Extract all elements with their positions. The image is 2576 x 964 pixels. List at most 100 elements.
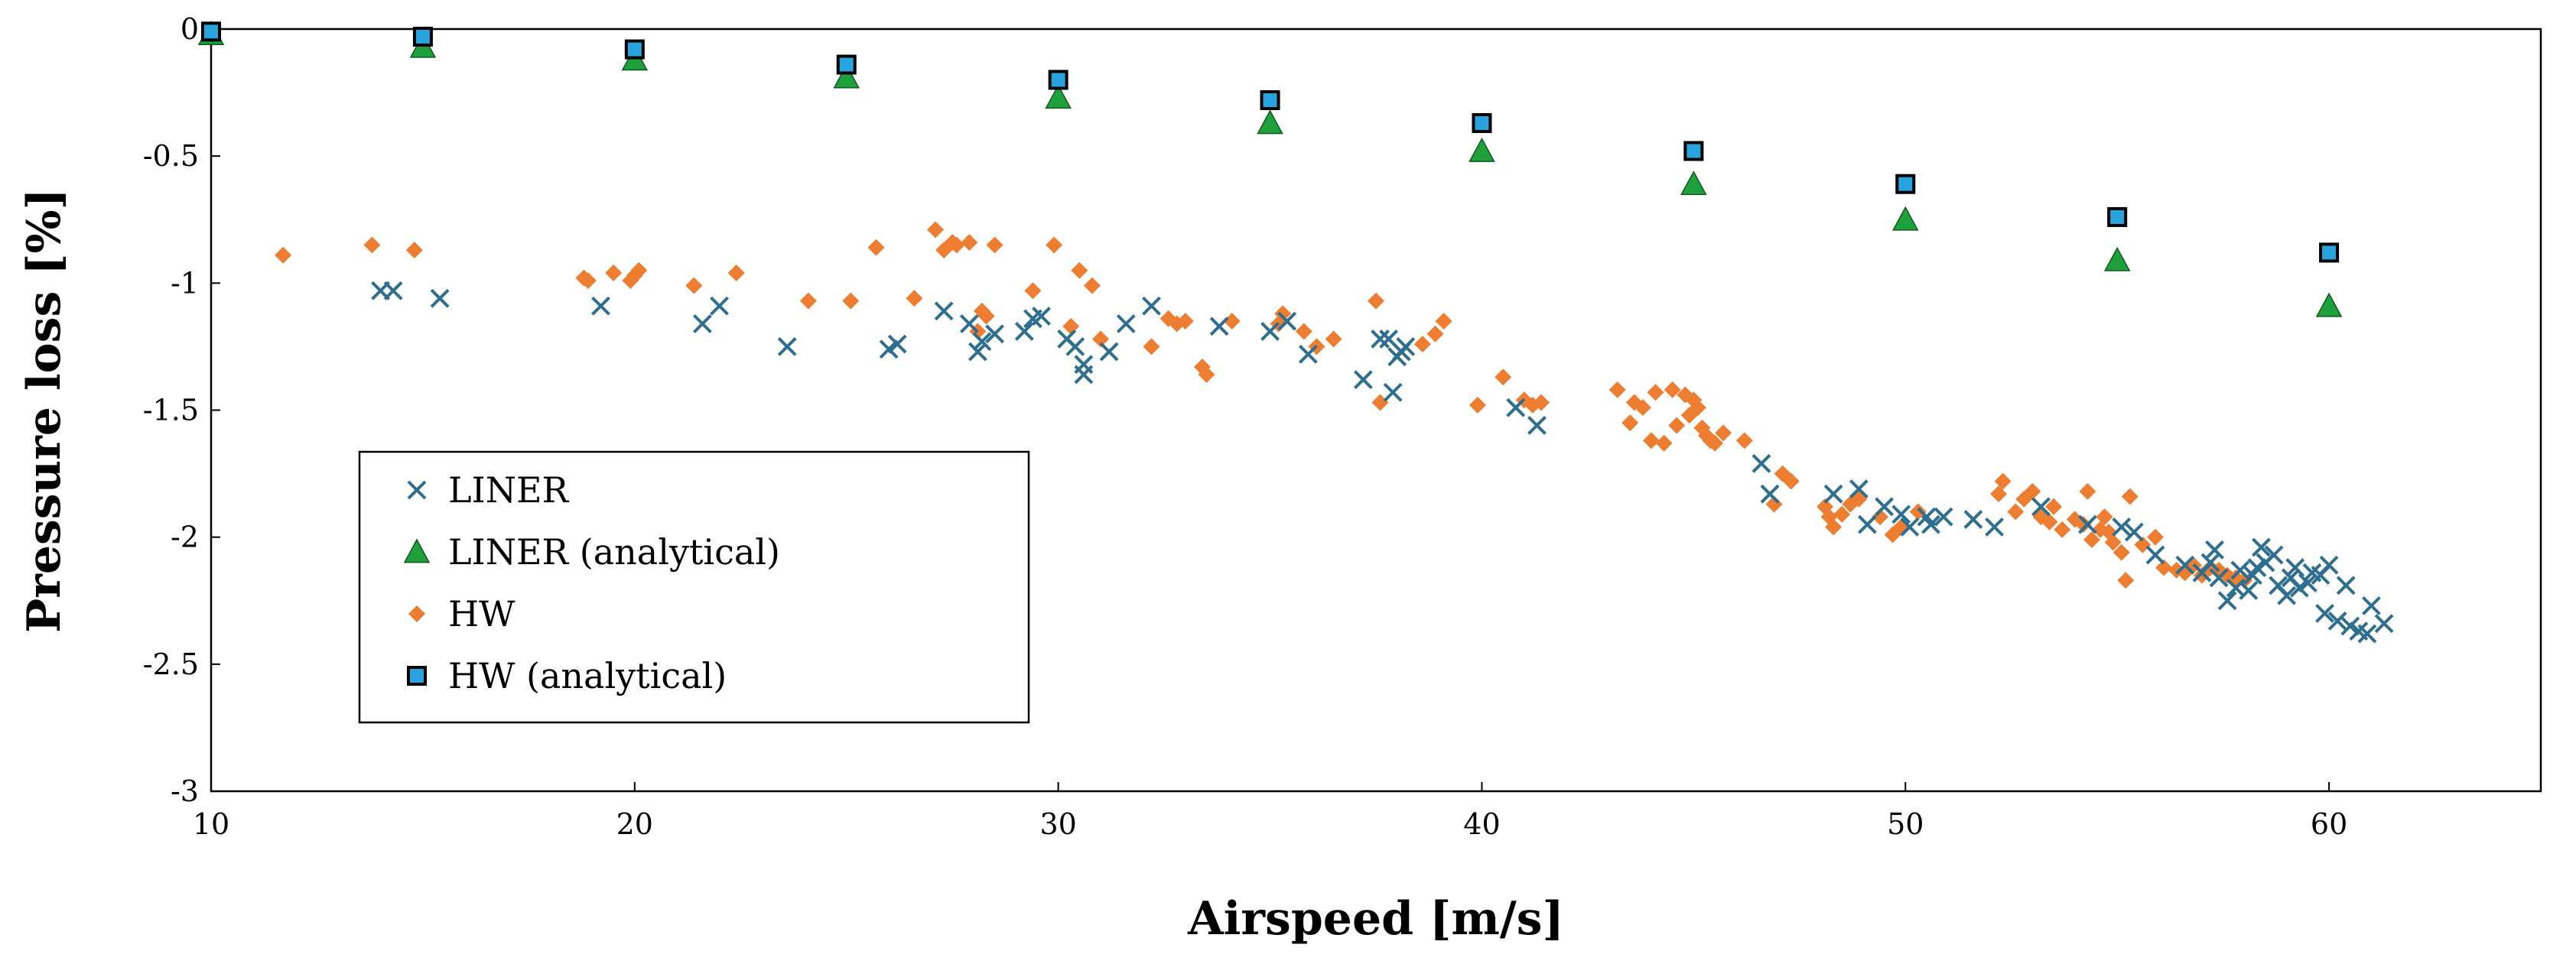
data-point — [1900, 517, 1920, 537]
data-point — [2205, 540, 2224, 560]
data-point — [2107, 206, 2128, 227]
data-point — [948, 236, 965, 254]
y-tick-label: -3 — [171, 774, 199, 808]
data-point — [2289, 578, 2309, 598]
data-point — [1413, 336, 1431, 353]
data-point — [2175, 555, 2195, 575]
legend-label: LINER (analytical) — [448, 531, 780, 573]
data-point — [1099, 342, 1119, 362]
data-point — [1142, 296, 1161, 316]
data-point — [2104, 534, 2122, 551]
x-tick-label: 10 — [193, 807, 229, 841]
data-point — [1371, 394, 1389, 411]
data-point — [1833, 505, 1851, 523]
data-point — [2217, 591, 2237, 611]
data-point — [430, 288, 450, 308]
data-point — [1892, 206, 1919, 231]
data-point — [630, 261, 648, 279]
data-point — [1608, 381, 1626, 398]
data-point — [985, 324, 1004, 344]
data-point — [2145, 545, 2165, 565]
data-point — [2103, 246, 2131, 271]
legend: LINER LINER (analytical) HW HW (analytical) — [358, 450, 1030, 724]
data-point — [1092, 330, 1110, 348]
data-point — [1655, 434, 1673, 452]
data-point — [2200, 553, 2220, 573]
data-point — [959, 314, 979, 333]
legend-marker — [407, 666, 427, 686]
legend-label: LINER — [448, 469, 570, 511]
data-point — [1495, 368, 1512, 386]
data-point — [927, 221, 945, 239]
data-point — [1260, 90, 1280, 111]
series-hw — [275, 221, 2253, 589]
data-point — [685, 277, 703, 294]
data-point — [1715, 424, 1732, 442]
x-tick-label: 60 — [2311, 807, 2347, 841]
data-point — [1176, 313, 1194, 330]
series-hw-analytical — [201, 21, 2340, 263]
data-point — [1689, 399, 1706, 417]
x-tick-label: 30 — [1039, 807, 1076, 841]
data-point — [961, 234, 978, 252]
data-point — [1048, 70, 1068, 90]
x-axis-ticks: 10 20 30 40 50 60 — [193, 782, 2347, 841]
data-point — [2124, 522, 2144, 542]
data-point — [383, 281, 403, 300]
data-point — [1621, 414, 1639, 432]
data-point — [1990, 485, 2008, 503]
data-point — [693, 314, 712, 333]
data-point — [2340, 616, 2360, 636]
data-point — [1751, 453, 1771, 473]
data-point — [1963, 509, 1983, 529]
data-point — [2096, 508, 2113, 526]
data-point — [1765, 495, 1783, 513]
data-point — [1024, 282, 1042, 300]
data-point — [1353, 370, 1373, 390]
legend-label: HW — [448, 593, 516, 635]
data-point — [1116, 314, 1136, 333]
y-tick-label: -1.5 — [143, 394, 199, 427]
data-point — [1634, 399, 1651, 417]
data-point — [1368, 292, 1384, 310]
data-point — [1074, 355, 1094, 375]
data-point — [1706, 434, 1724, 452]
data-point — [1257, 109, 1283, 135]
data-point — [2277, 586, 2297, 605]
data-point — [1735, 432, 1753, 450]
data-point — [2252, 537, 2271, 557]
data-point — [2357, 624, 2377, 644]
data-point — [968, 342, 987, 362]
legend-marker — [403, 538, 431, 563]
data-point — [624, 39, 645, 60]
data-point — [1909, 503, 1927, 521]
data-point — [2336, 576, 2356, 596]
x-tick-label: 50 — [1887, 807, 1924, 841]
data-point — [1527, 416, 1547, 435]
x-tick-label: 20 — [616, 807, 653, 841]
data-point — [1046, 236, 1063, 254]
data-point — [2079, 482, 2096, 500]
data-point — [2374, 614, 2394, 634]
data-point — [2045, 498, 2063, 515]
data-point — [2319, 555, 2339, 575]
y-axis-title: Pressure loss [%] — [18, 188, 71, 633]
data-point — [2083, 531, 2100, 548]
data-point — [2230, 560, 2250, 580]
data-point — [2112, 517, 2132, 537]
data-point — [2074, 516, 2092, 534]
legend-marker — [408, 605, 425, 622]
data-point — [605, 265, 623, 282]
data-point — [363, 236, 381, 254]
data-point — [2054, 521, 2071, 538]
data-point — [1209, 316, 1229, 336]
data-point — [2315, 292, 2343, 317]
data-point — [2155, 559, 2173, 576]
data-series — [197, 21, 2394, 644]
data-point — [1260, 322, 1280, 341]
data-point — [2247, 558, 2267, 577]
data-point — [1642, 432, 1660, 450]
data-point — [1396, 337, 1416, 356]
data-point — [1647, 384, 1664, 401]
y-tick-label: -2 — [171, 521, 199, 554]
